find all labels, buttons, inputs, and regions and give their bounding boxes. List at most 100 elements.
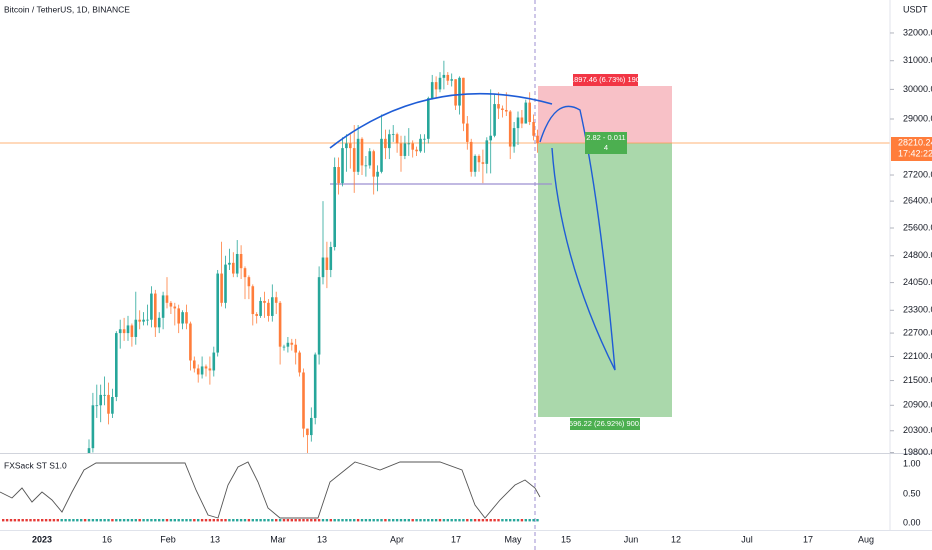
indicator-dot <box>95 519 98 522</box>
candle-body <box>501 108 504 111</box>
indicator-dot <box>91 519 95 522</box>
indicator-dot <box>60 519 63 522</box>
candle-body <box>146 319 149 321</box>
indicator-dot <box>2 519 5 522</box>
candle-body <box>181 312 184 324</box>
projection-drawing <box>539 105 616 371</box>
indicator-dot <box>341 519 344 522</box>
indicator-dot <box>337 519 340 522</box>
indicator-dot <box>306 519 309 522</box>
y-tick-label: 20300.00 <box>903 425 932 435</box>
candle-body <box>364 165 368 167</box>
indicator-dot <box>462 519 465 522</box>
candle-body <box>368 151 372 166</box>
candle-body <box>239 253 243 269</box>
candle-body <box>173 306 177 309</box>
qty-label: 4 <box>604 143 608 152</box>
candle-body <box>423 138 426 140</box>
indicator-dot <box>255 519 258 522</box>
indicator-dot <box>142 519 145 522</box>
indicator-dot <box>146 519 149 522</box>
indicator-dot <box>423 519 426 522</box>
indicator-dot <box>33 519 36 522</box>
indicator-dot <box>458 519 461 522</box>
candle-body <box>427 98 430 139</box>
candle-body <box>212 352 216 371</box>
candle-body <box>356 138 360 172</box>
candle-body <box>177 308 180 324</box>
y-tick-label: 23300.00 <box>903 305 932 315</box>
candle-body <box>403 143 407 156</box>
candle-body <box>481 162 485 164</box>
indicator-dot <box>485 519 488 522</box>
indicator-dot <box>17 519 20 522</box>
ratio-label-box <box>585 132 627 154</box>
indicator-dot <box>247 519 251 522</box>
candle-body <box>434 82 438 90</box>
candle-body <box>220 273 223 303</box>
indicator-dot <box>532 519 535 522</box>
indicator-dot <box>76 519 79 522</box>
indicator-dot <box>501 519 504 522</box>
x-tick-label: 17 <box>451 534 461 544</box>
candle-body <box>91 405 95 449</box>
candle-body <box>376 171 379 177</box>
candle-body <box>516 117 520 129</box>
candle-body <box>138 319 141 322</box>
candle-body <box>126 325 130 334</box>
indicator-dot <box>119 519 122 522</box>
candle-body <box>232 262 235 274</box>
chart-title: Bitcoin / TetherUS, 1D, BINANCE <box>4 4 130 14</box>
candle-body <box>142 319 145 322</box>
y-tick-label: 20900.00 <box>903 400 932 410</box>
candle-body <box>150 293 153 320</box>
candle-body <box>438 77 442 90</box>
indicator-dot <box>185 519 188 522</box>
indicator-dot <box>173 519 176 522</box>
indicator-dot <box>87 519 91 522</box>
indicator-dot <box>528 519 531 522</box>
indicator-dot <box>407 519 410 522</box>
indicator-dot <box>52 519 56 522</box>
indicator-dot <box>536 519 539 522</box>
candle-body <box>263 300 266 303</box>
candle-body <box>267 302 270 316</box>
candle-body <box>99 394 102 406</box>
indicator-dot <box>208 519 212 522</box>
candle-body <box>388 134 391 149</box>
indicator-dot <box>520 519 524 522</box>
indicator-dot <box>5 519 9 522</box>
candle-body <box>333 167 336 247</box>
candle-body <box>536 135 539 144</box>
indicator-dot <box>41 519 44 522</box>
candle-body <box>189 323 192 361</box>
y-tick-label: 24800.00 <box>903 250 932 260</box>
candle-body <box>107 394 110 414</box>
indicator-dot <box>360 519 364 522</box>
indicator-dot <box>353 519 356 522</box>
y-tick-label: 24050.00 <box>903 277 932 287</box>
indicator-dot <box>115 519 118 522</box>
indicator-dot <box>275 519 278 522</box>
indicator-tick: 1.00 <box>903 458 921 468</box>
indicator-dot <box>177 519 180 522</box>
indicator-dot <box>442 519 446 522</box>
x-tick-label: Mar <box>270 534 286 544</box>
indicator-dot <box>314 519 317 522</box>
candle-body <box>165 295 169 303</box>
candle-body <box>200 366 204 375</box>
candle-body <box>298 352 301 373</box>
candle-body <box>419 138 422 152</box>
indicator-dot <box>21 519 24 522</box>
candle-body <box>469 141 473 172</box>
indicator-dot <box>83 519 87 522</box>
candle-body <box>524 102 528 124</box>
candle-body <box>130 325 134 337</box>
indicator-dot <box>282 519 286 522</box>
candle-body <box>310 417 313 436</box>
candle-body <box>450 79 453 81</box>
indicator-dot <box>64 519 67 522</box>
indicator-dot <box>99 519 102 522</box>
indicator-dot <box>232 519 235 522</box>
candle-body <box>224 264 227 303</box>
